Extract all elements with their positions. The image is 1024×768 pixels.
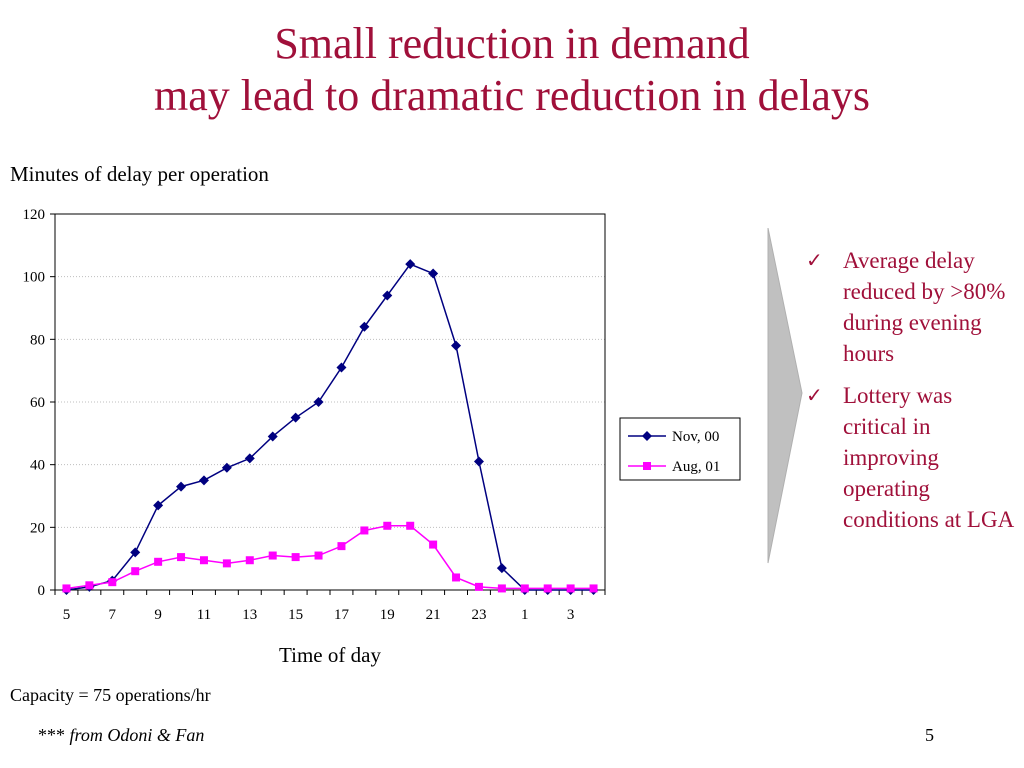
capacity-note: Capacity = 75 operations/hr <box>10 685 211 705</box>
chevron-arrow-icon <box>767 228 803 564</box>
source-text: from Odoni & Fan <box>69 725 205 745</box>
legend: Nov, 00 Aug, 01 <box>619 417 741 481</box>
plot-area-border <box>54 213 606 591</box>
data-point-nov-00 <box>428 268 439 279</box>
bullet-text: Lottery was critical in improving operat… <box>843 383 1015 532</box>
legend-label: Aug, 01 <box>672 459 720 475</box>
bullet-item: ✓ Average delay reduced by >80% during e… <box>806 245 1016 369</box>
data-point-aug-01 <box>360 526 369 535</box>
data-point-aug-01 <box>406 521 415 530</box>
data-point-nov-00 <box>382 290 393 301</box>
x-tick-label: 13 <box>242 607 257 623</box>
data-point-nov-00 <box>359 321 370 332</box>
x-tick-label: 19 <box>380 607 395 623</box>
data-point-aug-01 <box>291 553 300 562</box>
legend-box <box>619 417 741 481</box>
x-tick-label: 23 <box>471 607 486 623</box>
data-point-aug-01 <box>589 584 598 593</box>
data-point-aug-01 <box>452 573 461 582</box>
source-note: *** from Odoni & Fan <box>38 725 204 746</box>
data-point-nov-00 <box>221 462 232 473</box>
data-point-aug-01 <box>62 584 71 593</box>
series <box>61 259 599 595</box>
gridlines <box>55 276 605 528</box>
page-number: 5 <box>925 725 934 745</box>
x-tick-label: 3 <box>567 607 575 623</box>
x-tick-label: 9 <box>154 607 162 623</box>
x-tick-label: 7 <box>109 607 117 623</box>
data-point-aug-01 <box>543 584 552 593</box>
data-point-nov-00 <box>405 259 416 270</box>
data-point-nov-00 <box>244 453 255 464</box>
data-point-aug-01 <box>474 582 483 591</box>
legend-marker-square <box>643 462 651 470</box>
y-tick-label: 60 <box>30 395 45 411</box>
data-point-nov-00 <box>267 431 278 442</box>
data-point-nov-00 <box>473 456 484 467</box>
series-line-nov-00 <box>66 263 594 591</box>
data-point-aug-01 <box>108 578 117 587</box>
x-tick-label: 1 <box>521 607 529 623</box>
x-tick-label: 17 <box>334 607 350 623</box>
y-tick-label: 40 <box>30 458 45 474</box>
data-point-nov-00 <box>290 412 301 423</box>
x-tick-label: 11 <box>197 607 211 623</box>
checkmark-icon: ✓ <box>806 248 823 272</box>
bullet-item: ✓ Lottery was critical in improving oper… <box>806 380 1016 535</box>
data-point-aug-01 <box>429 540 438 549</box>
x-axis-label: Time of day <box>279 643 381 667</box>
data-point-aug-01 <box>131 567 140 576</box>
legend-marker-diamond <box>642 431 652 441</box>
data-point-aug-01 <box>566 584 575 593</box>
legend-label: Nov, 00 <box>672 429 719 445</box>
data-point-aug-01 <box>497 584 506 593</box>
title-line-2: may lead to dramatic reduction in delays <box>154 71 870 120</box>
data-point-aug-01 <box>314 551 323 560</box>
data-point-nov-00 <box>153 500 164 511</box>
bullet-list: ✓ Average delay reduced by >80% during e… <box>806 245 1016 546</box>
data-point-nov-00 <box>496 563 507 574</box>
data-point-aug-01 <box>222 559 231 568</box>
data-point-aug-01 <box>337 542 346 551</box>
data-point-aug-01 <box>520 584 529 593</box>
x-tick-label: 21 <box>426 607 441 623</box>
slide-title: Small reduction in demand may lead to dr… <box>0 18 1024 122</box>
data-point-aug-01 <box>268 551 277 560</box>
bullet-text: Average delay reduced by >80% during eve… <box>843 248 1006 366</box>
data-point-aug-01 <box>177 553 186 562</box>
data-point-nov-00 <box>198 475 209 486</box>
y-tick-label: 20 <box>30 520 45 536</box>
x-tick-label: 5 <box>63 607 71 623</box>
data-point-nov-00 <box>130 547 141 558</box>
data-point-nov-00 <box>176 481 187 492</box>
data-point-aug-01 <box>199 556 208 565</box>
data-point-nov-00 <box>451 340 462 351</box>
title-line-1: Small reduction in demand <box>274 19 750 68</box>
data-point-aug-01 <box>154 557 163 566</box>
y-tick-label: 0 <box>38 583 46 599</box>
y-tick-label: 80 <box>30 332 45 348</box>
data-point-nov-00 <box>313 397 324 407</box>
data-point-nov-00 <box>336 362 347 373</box>
y-axis-label: Minutes of delay per operation <box>10 162 269 186</box>
series-line-aug-01 <box>66 525 594 590</box>
y-tick-label: 120 <box>23 207 46 223</box>
source-stars: *** <box>38 725 65 745</box>
checkmark-icon: ✓ <box>806 383 823 407</box>
y-tick-label: 100 <box>23 270 46 286</box>
data-point-aug-01 <box>383 521 392 530</box>
x-tick-label: 15 <box>288 607 303 623</box>
data-point-aug-01 <box>245 556 254 565</box>
data-point-aug-01 <box>85 581 94 590</box>
